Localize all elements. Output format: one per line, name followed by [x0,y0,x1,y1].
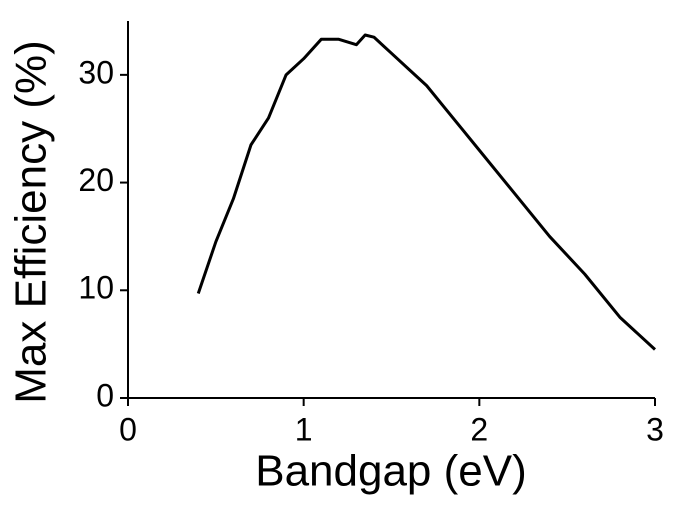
x-tick-label: 1 [295,411,313,447]
y-tick-label: 10 [78,270,114,306]
y-axis-label: Max Efficiency (%) [7,40,56,404]
x-tick-label: 2 [470,411,488,447]
x-axis-label: Bandgap (eV) [255,447,527,496]
y-tick-label: 20 [78,162,114,198]
y-tick-label: 0 [96,377,114,413]
y-tick-label: 30 [78,54,114,90]
x-tick-label: 0 [119,411,137,447]
data-line [196,33,657,351]
x-tick-label: 3 [646,411,664,447]
